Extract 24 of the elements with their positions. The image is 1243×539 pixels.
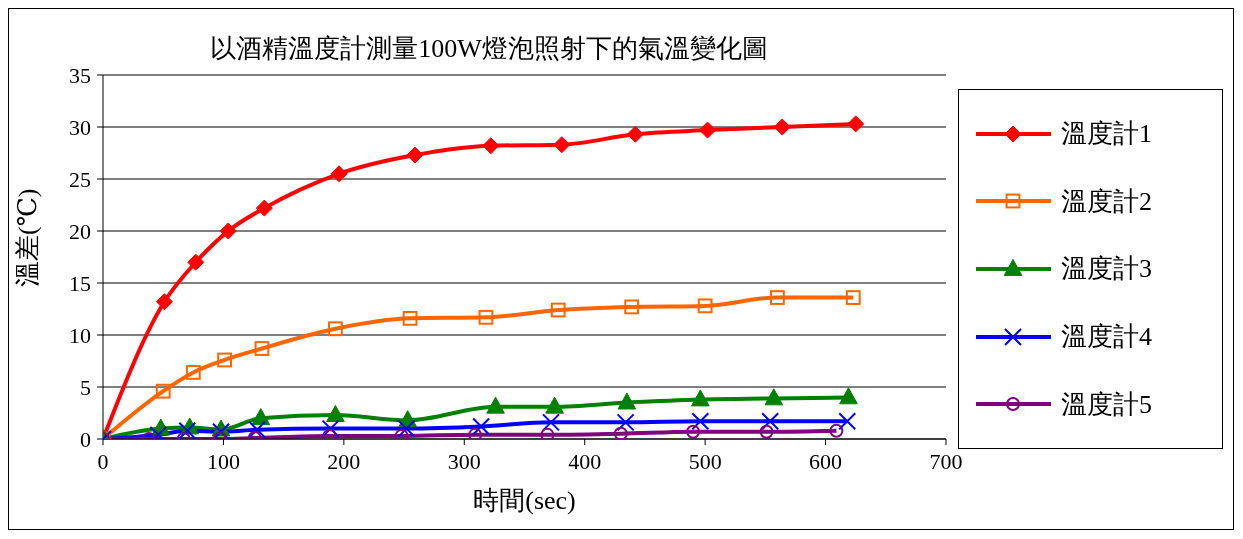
legend-label: 溫度計5 (1061, 388, 1152, 421)
legend-label: 溫度計4 (1061, 321, 1152, 354)
x-tick-label: 400 (568, 448, 602, 474)
y-tick-label: 5 (80, 374, 91, 400)
y-tick-label: 15 (69, 270, 91, 296)
legend-label: 溫度計2 (1061, 185, 1152, 218)
y-tick-label: 35 (69, 62, 91, 88)
legend-label: 溫度計3 (1061, 253, 1152, 286)
chart-title: 以酒精溫度計測量100W燈泡照射下的氣溫變化圖 (210, 34, 768, 63)
y-axis-title: 溫差(℃) (13, 188, 43, 287)
x-tick-label: 100 (206, 448, 240, 474)
x-tick-label: 300 (447, 448, 481, 474)
x-axis-title: 時間(sec) (473, 486, 576, 515)
y-tick-label: 10 (69, 322, 91, 348)
x-tick-label: 700 (929, 448, 963, 474)
x-tick-label: 0 (97, 448, 109, 474)
legend-label: 溫度計1 (1061, 118, 1152, 151)
x-tick-label: 200 (327, 448, 361, 474)
x-tick-label: 600 (809, 448, 843, 474)
y-tick-label: 0 (80, 426, 91, 452)
x-tick-label: 500 (688, 448, 722, 474)
y-tick-label: 25 (69, 166, 91, 192)
y-tick-label: 20 (69, 218, 91, 244)
y-tick-label: 30 (69, 114, 91, 140)
